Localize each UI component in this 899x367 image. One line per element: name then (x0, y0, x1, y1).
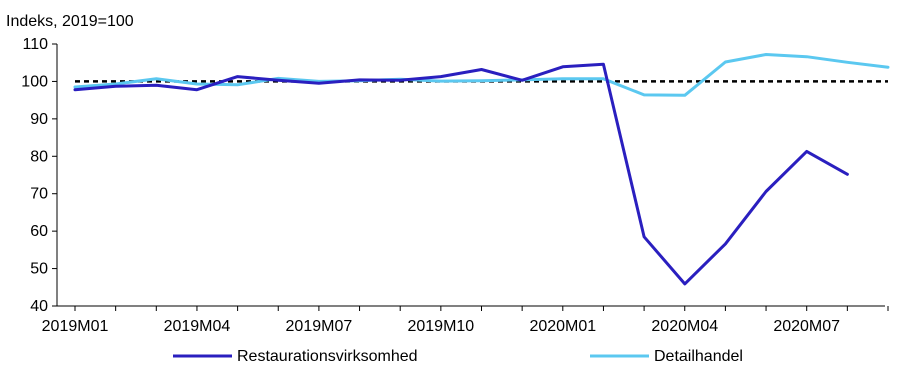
y-tick-label: 90 (30, 111, 48, 128)
y-tick-label: 110 (22, 36, 48, 53)
y-tick-label: 40 (30, 298, 48, 315)
x-tick-label: 2019M04 (164, 318, 231, 335)
legend-label: Detailhandel (654, 348, 743, 365)
y-axis-title: Indeks, 2019=100 (6, 13, 134, 30)
x-tick-label: 2019M01 (42, 318, 109, 335)
y-tick-label: 60 (30, 223, 48, 240)
legend: Restaurationsvirksomhed Detailhandel (173, 348, 743, 365)
y-tick-label: 70 (30, 186, 48, 203)
y-ticks: 40 50 60 70 80 90 100 110 (21, 36, 57, 315)
y-tick-label: 80 (30, 148, 48, 165)
x-tick-label: 2019M07 (286, 318, 353, 335)
series-group (73, 53, 890, 286)
axes (56, 44, 885, 307)
series-line-restaurationsvirksomhed (73, 62, 849, 286)
y-tick-label: 50 (30, 261, 48, 278)
legend-label: Restaurationsvirksomhed (237, 348, 418, 365)
x-ticks: 2019M01 2019M04 2019M07 2019M10 2020M01 2020M… (42, 306, 889, 335)
y-tick-label: 100 (21, 73, 48, 90)
x-tick-label: 2020M01 (529, 318, 596, 335)
x-tick-label: 2020M04 (651, 318, 718, 335)
x-tick-label: 2020M07 (773, 318, 840, 335)
x-tick-label: 2019M10 (407, 318, 474, 335)
